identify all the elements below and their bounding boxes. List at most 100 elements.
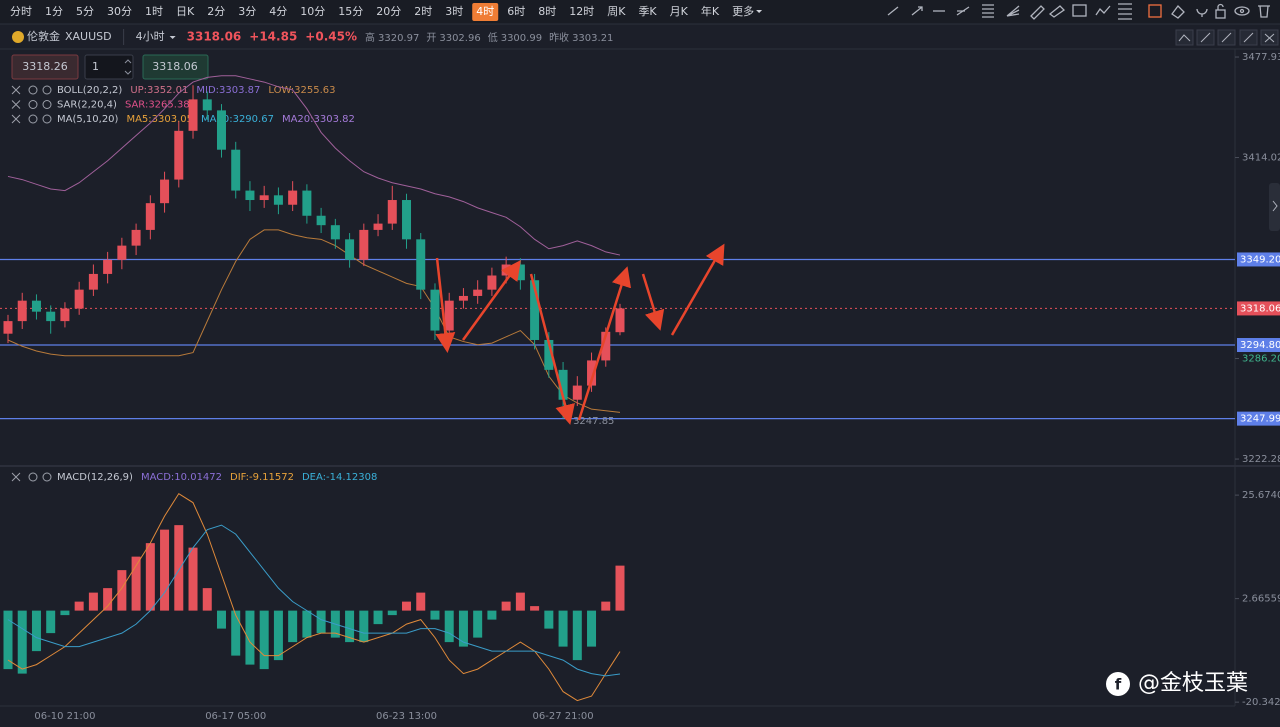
interval-button[interactable]: 更多 bbox=[732, 4, 754, 18]
macd-bar bbox=[273, 610, 283, 661]
candle-body bbox=[615, 308, 625, 333]
watermark-icon bbox=[1106, 672, 1130, 696]
interval-button[interactable]: 2时 bbox=[414, 5, 432, 18]
settings-icon[interactable] bbox=[28, 114, 38, 124]
y-tick-label: 3414.02 bbox=[1242, 153, 1280, 164]
interval-button[interactable]: 日K bbox=[176, 5, 195, 18]
macd-bar bbox=[3, 610, 13, 670]
interval-button[interactable]: 周K bbox=[607, 5, 626, 18]
interval-button[interactable]: 5分 bbox=[76, 5, 94, 18]
settings-icon[interactable] bbox=[28, 85, 38, 95]
macd-bar bbox=[444, 610, 454, 643]
macd-bar bbox=[458, 610, 468, 647]
interval-button[interactable]: 8时 bbox=[538, 5, 556, 18]
candle-body bbox=[174, 130, 184, 180]
symbol-code: XAUUSD bbox=[65, 30, 112, 43]
low-marker: 3247.85 bbox=[573, 416, 614, 427]
close-icon[interactable] bbox=[11, 472, 21, 482]
interval-button[interactable]: 2分 bbox=[207, 5, 225, 18]
indicator-readout: DIF:-9.11572 bbox=[230, 472, 294, 483]
interval-button[interactable]: 分时 bbox=[10, 5, 32, 18]
current-price-bg bbox=[1237, 301, 1280, 316]
candle-body bbox=[231, 149, 241, 191]
macd-bar bbox=[131, 556, 141, 611]
x-tick-label: 06-23 13:00 bbox=[376, 711, 437, 722]
macd-bar bbox=[387, 610, 397, 616]
interval-button[interactable]: 年K bbox=[701, 4, 720, 18]
close-icon[interactable] bbox=[11, 85, 21, 95]
macd-bar bbox=[103, 588, 113, 611]
interval-button[interactable]: 1时 bbox=[145, 5, 163, 18]
macd-bar bbox=[216, 610, 226, 629]
interval-button[interactable]: 4分 bbox=[269, 5, 287, 18]
interval-button[interactable]: 6时 bbox=[507, 5, 525, 18]
sell-box[interactable] bbox=[11, 54, 79, 80]
interval-button[interactable]: 10分 bbox=[300, 5, 325, 18]
current-price-label: 3318.06 bbox=[1240, 303, 1280, 314]
period-select: 4小时 bbox=[136, 30, 165, 43]
macd-bar bbox=[259, 610, 269, 670]
stat-value: 3300.99 bbox=[501, 33, 542, 44]
candle-body bbox=[31, 300, 41, 312]
close-icon[interactable] bbox=[11, 100, 21, 109]
candle-body bbox=[60, 308, 70, 322]
x-tick-label: 06-27 21:00 bbox=[533, 711, 594, 722]
candle-body bbox=[345, 239, 355, 260]
interval-button[interactable]: 季K bbox=[638, 5, 657, 18]
interval-button[interactable]: 3时 bbox=[445, 5, 463, 18]
macd-bar bbox=[430, 610, 440, 620]
candle-body bbox=[117, 245, 127, 260]
spinner[interactable] bbox=[124, 59, 132, 75]
macd-bar bbox=[402, 601, 412, 611]
interval-button[interactable]: 月K bbox=[670, 5, 689, 18]
change-pct: +0.45% bbox=[305, 30, 357, 44]
stat-label: 昨收 bbox=[549, 31, 569, 44]
buy-box[interactable] bbox=[142, 54, 209, 80]
settings-icon[interactable] bbox=[28, 100, 38, 109]
visible-icon[interactable] bbox=[42, 100, 52, 109]
candle-body bbox=[316, 215, 326, 226]
interval-button[interactable]: 4时 bbox=[476, 5, 494, 18]
macd-bar bbox=[160, 529, 170, 611]
candle-body bbox=[160, 179, 170, 204]
interval-button[interactable]: 30分 bbox=[107, 5, 132, 18]
indicator-readout: LOW:3255.63 bbox=[268, 85, 335, 96]
interval-button[interactable]: 15分 bbox=[338, 5, 363, 18]
level-label-bg bbox=[1237, 252, 1280, 267]
visible-icon[interactable] bbox=[42, 114, 52, 124]
pane-tools[interactable] bbox=[1175, 29, 1280, 231]
visible-icon[interactable] bbox=[42, 472, 52, 482]
macd-bar bbox=[117, 570, 127, 611]
macd-bar bbox=[46, 610, 56, 634]
candle-body bbox=[416, 239, 426, 290]
macd-line bbox=[7, 524, 621, 677]
macd-bar bbox=[145, 543, 155, 611]
visible-icon[interactable] bbox=[42, 85, 52, 95]
macd-bar bbox=[202, 588, 212, 611]
macd-bar bbox=[231, 610, 241, 656]
interval-button[interactable]: 3分 bbox=[238, 5, 256, 18]
indicator-readout: UP:3352.01 bbox=[130, 85, 188, 96]
level-label: 3247.99 bbox=[1240, 414, 1280, 425]
close-icon[interactable] bbox=[11, 114, 21, 124]
watermark-icon-glyph: f bbox=[1115, 676, 1122, 694]
macd-bar bbox=[359, 610, 369, 643]
interval-button[interactable]: 1分 bbox=[45, 5, 63, 18]
dropdown-caret bbox=[756, 10, 763, 13]
interval-button[interactable]: 12时 bbox=[569, 5, 594, 18]
candle-body bbox=[487, 275, 497, 290]
settings-icon[interactable] bbox=[28, 472, 38, 482]
indicator-readout: MID:3303.87 bbox=[196, 85, 260, 96]
y-tick-label: 3477.93 bbox=[1242, 52, 1280, 63]
candle-body bbox=[387, 200, 397, 224]
y-tick-label: 25.67401 bbox=[1242, 490, 1280, 501]
annotation-arrows bbox=[435, 243, 725, 425]
macd-bar bbox=[615, 565, 625, 611]
drawing-tools[interactable] bbox=[887, 3, 1270, 20]
candle-body bbox=[88, 273, 98, 290]
macd-bar bbox=[601, 601, 611, 611]
interval-button[interactable]: 20分 bbox=[376, 5, 401, 18]
watermark: @金枝玉葉 bbox=[1138, 671, 1248, 696]
qty-input[interactable] bbox=[84, 54, 134, 80]
macd-bar bbox=[530, 606, 540, 611]
